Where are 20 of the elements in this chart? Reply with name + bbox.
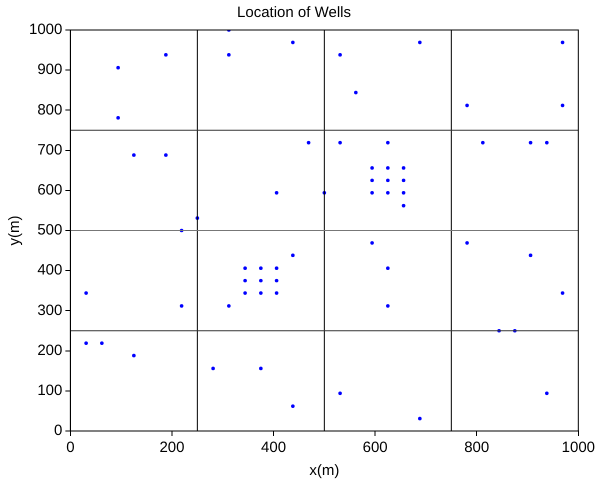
x-tick-label: 400 [261,439,286,456]
y-tick-label: 900 [37,61,62,78]
x-tick-label: 1000 [562,439,596,456]
x-axis-title: x(m) [309,462,340,480]
y-tick-label: 200 [37,342,62,359]
x-tick-label: 200 [159,439,184,456]
y-tick-label: 500 [37,222,62,239]
y-tick-label: 100 [37,382,62,400]
y-tick-label: 400 [37,262,62,279]
x-tick-label: 0 [66,439,75,456]
y-tick-label: 0 [54,422,62,440]
y-tick-label: 1000 [28,21,62,38]
x-tick-label: 600 [362,439,388,456]
x-tick-label: 800 [464,439,490,456]
y-tick-label: 600 [37,182,62,199]
chart-title: Location of Wells [237,4,351,22]
y-tick-label: 300 [37,302,62,319]
y-axis-title: y(m) [6,216,24,246]
y-tick-label: 700 [37,141,62,158]
y-tick-label: 800 [37,101,62,118]
